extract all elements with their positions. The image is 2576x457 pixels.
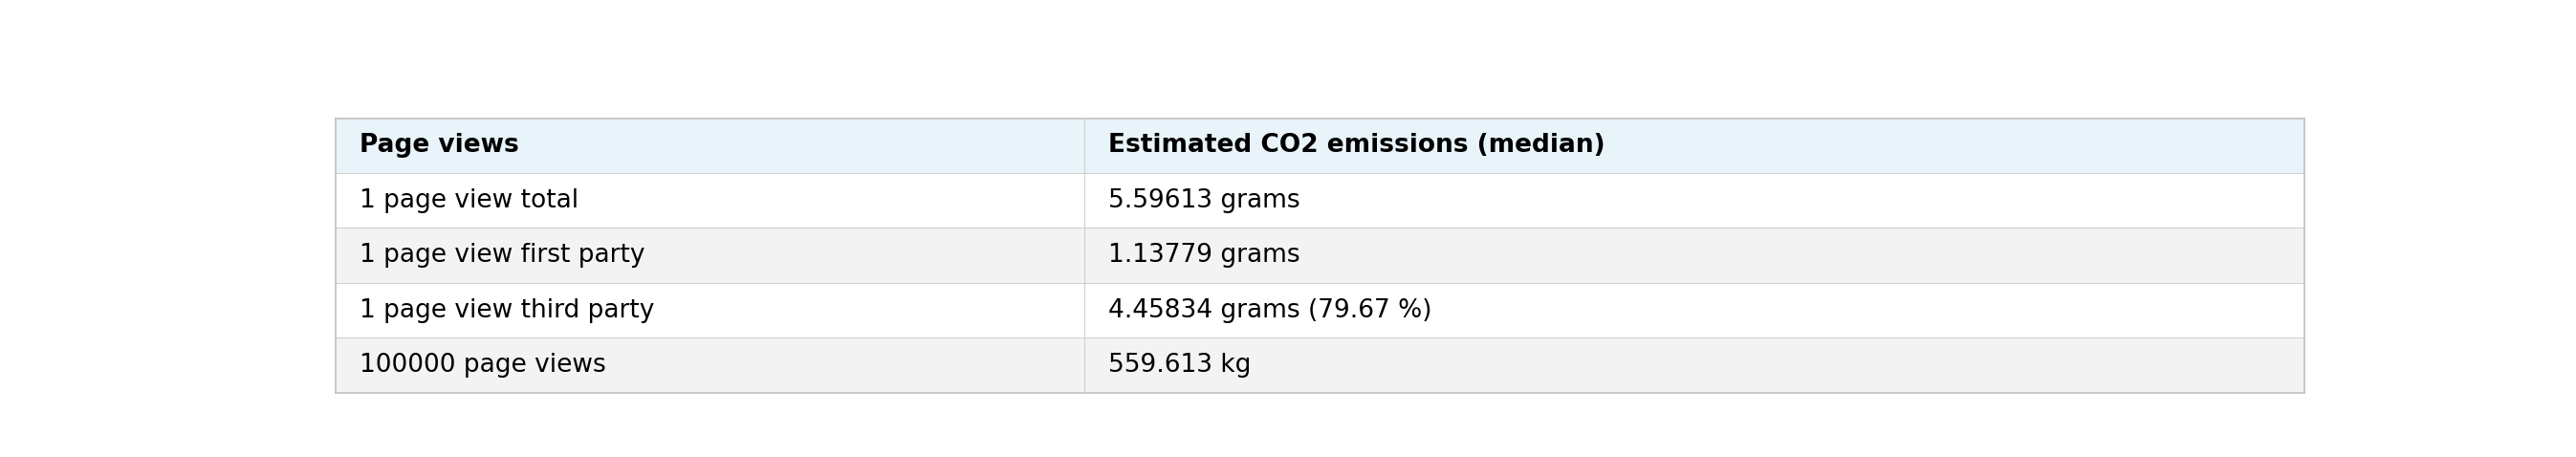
Text: 5.59613 grams: 5.59613 grams <box>1108 188 1301 213</box>
Bar <box>335 228 2306 283</box>
Bar <box>335 118 2306 173</box>
Bar <box>335 173 2306 228</box>
Text: 1 page view first party: 1 page view first party <box>361 243 647 268</box>
Text: 559.613 kg: 559.613 kg <box>1108 353 1252 377</box>
Bar <box>335 338 2306 393</box>
Text: 1 page view third party: 1 page view third party <box>361 298 654 323</box>
Bar <box>335 283 2306 338</box>
Text: 1.13779 grams: 1.13779 grams <box>1108 243 1301 268</box>
Text: Estimated CO2 emissions (median): Estimated CO2 emissions (median) <box>1108 133 1605 158</box>
Text: Page views: Page views <box>361 133 520 158</box>
Text: 4.45834 grams (79.67 %): 4.45834 grams (79.67 %) <box>1108 298 1432 323</box>
Text: 100000 page views: 100000 page views <box>361 353 605 377</box>
Text: 1 page view total: 1 page view total <box>361 188 580 213</box>
